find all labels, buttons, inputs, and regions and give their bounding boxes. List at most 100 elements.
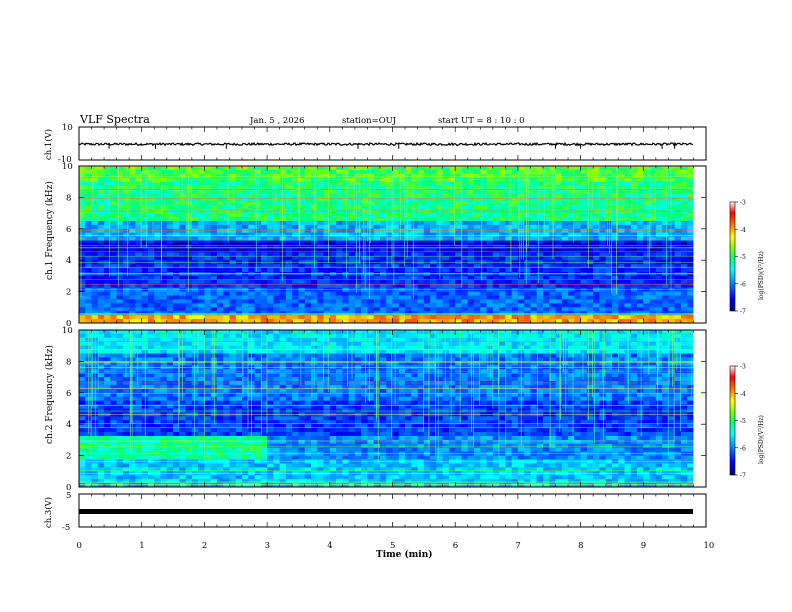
spectrogram-cell	[430, 244, 437, 249]
spectrogram-cell	[674, 264, 682, 269]
spectrogram-cell	[643, 303, 650, 308]
spectrogram-cell	[593, 299, 600, 304]
spectrogram-cell	[480, 201, 487, 206]
spectrogram-cell	[198, 299, 205, 304]
spectrogram-cell	[173, 333, 180, 339]
spectrogram-cell	[97, 166, 105, 171]
spectrogram-cell	[536, 232, 544, 238]
spectrogram-cell	[687, 291, 694, 296]
spectrogram-cell	[668, 224, 676, 230]
spectrogram-cell	[354, 169, 362, 175]
frequency-tick-label: 6	[66, 225, 71, 235]
spectrogram-cell	[216, 264, 224, 269]
spectrogram-cell	[430, 268, 437, 273]
spectrogram-cell	[223, 197, 230, 202]
spectrogram-cell	[618, 319, 625, 324]
spectrogram-cell	[179, 193, 186, 198]
spectrogram-cell	[668, 319, 676, 324]
spectrogram-cell	[179, 357, 186, 362]
spectrogram-cell	[455, 244, 462, 249]
spectrogram-cell	[474, 205, 481, 210]
spectrogram-cell	[310, 291, 318, 296]
spectrogram-cell	[586, 213, 594, 218]
spectrogram-cell	[317, 181, 324, 187]
spectrogram-cell	[580, 205, 588, 210]
spectrogram-cell	[580, 303, 588, 308]
spectrogram-cell	[329, 299, 337, 304]
spectrogram-cell	[210, 283, 218, 289]
spectrogram-cell	[417, 169, 425, 175]
spectrogram-cell	[160, 299, 168, 304]
spectrogram-cell	[611, 197, 619, 202]
spectrogram-cell	[129, 189, 136, 194]
spectrogram-cell	[467, 197, 475, 202]
spectrogram-cell	[154, 220, 161, 226]
spectrogram-cell	[649, 205, 657, 210]
spectrogram-cell	[674, 224, 682, 230]
spectrogram-cell	[405, 315, 412, 320]
spectrogram-cell	[542, 228, 550, 234]
spectrogram-cell	[122, 244, 130, 249]
spectrogram-cell	[179, 228, 186, 234]
spectrogram-cell	[141, 244, 149, 249]
spectrogram-cell	[110, 373, 118, 378]
spectrogram-cell	[129, 217, 136, 222]
spectrogram-cell	[166, 349, 174, 354]
spectrogram-cell	[317, 275, 324, 281]
spectrogram-cell	[687, 181, 694, 187]
spectrogram-cell	[85, 432, 92, 437]
spectrogram-cell	[637, 205, 644, 210]
spectrogram-cell	[618, 303, 625, 308]
spectrogram-cell	[398, 169, 406, 175]
spectrogram-cell	[674, 279, 682, 285]
spectrogram-cell	[116, 333, 124, 339]
spectrogram-cell	[611, 213, 619, 218]
spectrogram-cell	[323, 252, 331, 257]
spectrogram-cell	[524, 268, 531, 273]
spectrogram-cell	[662, 287, 669, 293]
spectrogram-cell	[229, 299, 237, 304]
spectrogram-cell	[254, 291, 262, 296]
spectrogram-cell	[354, 217, 362, 222]
spectrogram-cell	[417, 213, 425, 218]
spectrogram-cell	[549, 224, 556, 230]
spectrogram-cell	[285, 213, 293, 218]
spectrogram-cell	[448, 217, 456, 222]
spectrogram-cell	[586, 319, 594, 324]
spectrogram-cell	[79, 189, 86, 194]
spectrogram-cell	[480, 240, 487, 245]
spectrogram-cell	[461, 307, 469, 312]
spectrogram-cell	[448, 240, 456, 245]
spectrogram-cell	[442, 205, 450, 210]
spectrogram-cell	[104, 169, 111, 175]
spectrogram-cell	[687, 217, 694, 222]
spectrogram-cell	[354, 201, 362, 206]
spectrogram-cell	[655, 169, 663, 175]
spectrogram-cell	[379, 197, 387, 202]
spectrogram-cell	[611, 256, 619, 261]
spectrogram-cell	[392, 240, 400, 245]
spectrogram-cell	[379, 185, 387, 190]
spectrogram-cell	[423, 307, 431, 312]
spectrogram-cell	[555, 307, 563, 312]
spectrogram-cell	[173, 319, 180, 324]
spectrogram-cell	[461, 232, 469, 238]
spectrogram-cell	[141, 224, 149, 230]
spectrogram-cell	[216, 268, 224, 273]
spectrogram-cell	[104, 416, 111, 421]
spectrogram-cell	[448, 315, 456, 320]
spectrogram-cell	[348, 307, 356, 312]
spectrogram-cell	[179, 232, 186, 238]
spectrogram-cell	[129, 264, 136, 269]
spectrogram-cell	[618, 307, 625, 312]
spectrogram-cell	[624, 299, 632, 304]
spectrogram-cell	[91, 185, 99, 190]
spectrogram-cell	[292, 213, 299, 218]
spectrogram-cell	[79, 240, 86, 245]
spectrogram-cell	[97, 189, 105, 194]
spectrogram-cell	[618, 240, 625, 245]
spectrogram-cell	[574, 291, 581, 296]
spectrogram-cell	[185, 197, 193, 202]
spectrogram-cell	[235, 217, 243, 222]
spectrogram-cell	[662, 220, 669, 226]
